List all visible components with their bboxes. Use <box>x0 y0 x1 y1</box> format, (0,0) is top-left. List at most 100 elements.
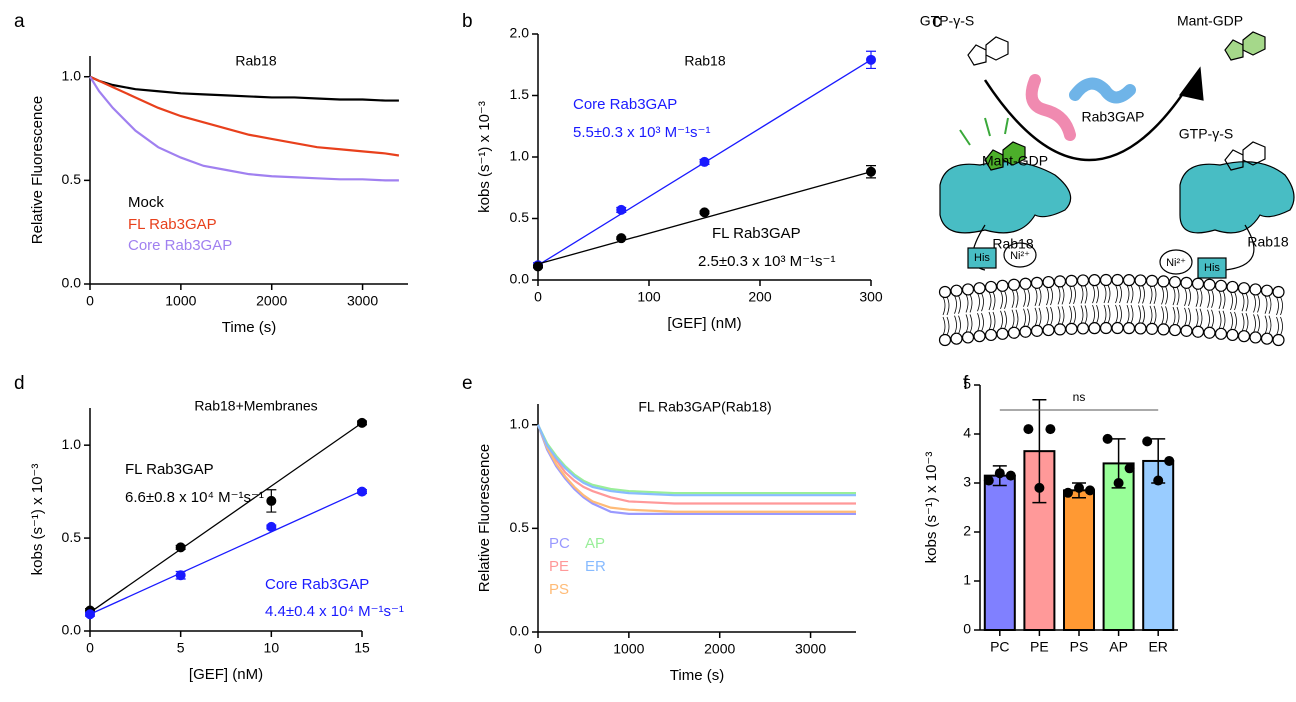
x-tick-label: 0 <box>86 640 94 656</box>
lipid-tail <box>1034 307 1042 327</box>
replicate-point <box>1074 482 1084 493</box>
replicate-point <box>1102 433 1113 444</box>
lipid-tail <box>1172 286 1180 306</box>
lipid-tail <box>1011 309 1019 328</box>
legend-entry: AP <box>585 535 605 552</box>
lipid-head <box>1191 277 1205 290</box>
lipid-head <box>1030 276 1044 289</box>
diagram-label: Mant-GDP <box>1177 13 1243 29</box>
x-tick-label: 0 <box>86 293 94 309</box>
y-tick-label: 1.0 <box>510 415 530 431</box>
lipid-head <box>1122 322 1136 335</box>
y-axis-label: Relative Fluorescence <box>476 444 493 592</box>
data-point <box>266 495 277 506</box>
y-axis-label: Relative Fluorescence <box>29 96 46 244</box>
lipid-head <box>1065 274 1078 287</box>
trace <box>536 424 856 505</box>
lipid-tail <box>977 313 984 332</box>
x-tick-label: 1000 <box>613 641 644 657</box>
replicate-point <box>1113 478 1124 488</box>
trace <box>89 75 400 157</box>
lipid-tail <box>1138 285 1145 304</box>
x-axis-label: [GEF] (nM) <box>667 315 741 332</box>
series-label: Core Rab3GAP <box>573 96 677 113</box>
lipid-head <box>961 331 975 344</box>
replicate-point <box>1005 470 1016 481</box>
lipid-head <box>1088 274 1101 287</box>
rate-label: 4.4±0.4 x 10⁴ M⁻¹s⁻¹ <box>265 603 404 620</box>
x-tick-label: 0 <box>534 289 542 305</box>
series-label: FL Rab3GAP <box>712 225 801 242</box>
lipid-head <box>938 285 952 299</box>
lipid-head <box>1203 326 1216 339</box>
x-tick-label: 5 <box>177 640 185 656</box>
his-tag <box>1197 257 1227 279</box>
lipid-tail <box>1218 290 1226 309</box>
lipid-tail <box>1241 313 1249 332</box>
replicate-point <box>1034 482 1045 493</box>
lipid-tail <box>1218 310 1226 329</box>
glow <box>1004 117 1009 135</box>
lipid-tail <box>965 294 973 313</box>
diagram-label: GTP-γ-S <box>920 13 974 29</box>
lipid-tail <box>1069 305 1076 325</box>
lipid-head <box>1065 322 1078 335</box>
data-point <box>699 156 710 167</box>
fit-line <box>89 422 363 613</box>
lipid-tail <box>1195 308 1203 327</box>
lipid-head <box>1145 322 1159 335</box>
lipid-head <box>1122 274 1136 287</box>
lipid-tail <box>1207 309 1214 328</box>
diagram-label: Rab18 <box>1247 234 1288 250</box>
lipid-tail <box>954 295 961 314</box>
replicate-point <box>1153 475 1164 486</box>
lipid-tail <box>988 311 996 331</box>
lipid-head <box>1145 274 1159 287</box>
lipid-head <box>1019 325 1032 338</box>
lipid-head <box>996 327 1009 340</box>
rate-label: 5.5±0.3 x 10³ M⁻¹s⁻¹ <box>573 124 710 141</box>
replicate-point <box>1085 485 1095 496</box>
data-point <box>616 204 627 215</box>
y-tick-label: 5 <box>963 376 971 392</box>
bar <box>983 474 1016 631</box>
chart-title: Rab18 <box>235 53 276 69</box>
lipid-tail <box>1149 305 1157 325</box>
trace <box>536 424 856 513</box>
lipid-head <box>984 328 998 342</box>
diagram-label: His <box>974 252 990 264</box>
mant-gdp-icon <box>1224 39 1244 61</box>
diagram-label: Rab18 <box>992 236 1033 252</box>
lipid-head <box>950 284 963 297</box>
lipid-tail <box>1230 291 1237 311</box>
x-tick-label: 0 <box>534 641 542 657</box>
lipid-head <box>1249 331 1262 344</box>
legend-entry: FL Rab3GAP <box>128 216 217 233</box>
x-tick-label: 3000 <box>347 293 378 309</box>
legend-entry: Mock <box>128 194 164 211</box>
data-point <box>866 166 876 177</box>
lipid-head <box>961 283 975 296</box>
lipid-tail <box>988 291 996 311</box>
lipid-tail <box>1080 305 1088 324</box>
rab3gap-part <box>1069 77 1136 104</box>
lipid-head <box>1007 278 1021 291</box>
y-tick-label: 0.0 <box>510 271 530 287</box>
x-tick-label: 300 <box>859 289 883 305</box>
glow <box>959 129 971 146</box>
lipid-tail <box>1253 314 1260 333</box>
y-tick-label: 1.0 <box>62 67 82 83</box>
panel-label: c <box>932 11 942 32</box>
lipid-tail <box>1161 286 1168 305</box>
lipid-head <box>1099 321 1113 335</box>
lipid-tail <box>1023 308 1030 327</box>
x-tick-label: 3000 <box>795 641 826 657</box>
rate-label: 2.5±0.3 x 10³ M⁻¹s⁻¹ <box>698 253 835 270</box>
y-axis-label: kobs (s⁻¹) x 10⁻³ <box>476 101 493 213</box>
x-tick-label: 2000 <box>256 293 287 309</box>
lipid-head <box>1019 277 1032 290</box>
lipid-tail <box>1069 285 1076 305</box>
diagram-label: Ni²⁺ <box>1166 257 1186 269</box>
lipid-tail <box>1115 284 1122 304</box>
data-point <box>533 261 543 272</box>
